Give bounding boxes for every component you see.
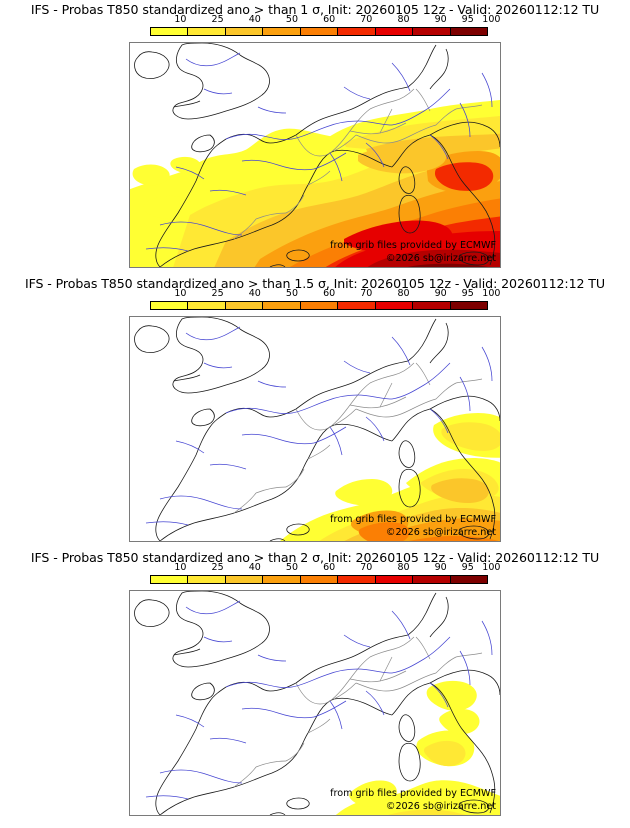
colorbar-tick: 10 — [174, 14, 187, 25]
colorbar-swatch — [450, 576, 487, 583]
colorbar-tick: 70 — [360, 288, 373, 299]
colorbar-tick: 50 — [285, 14, 298, 25]
colorbar-tick: 90 — [434, 14, 447, 25]
colorbar: 10 25 40 50 60 70 80 90 95 100 — [150, 288, 500, 314]
colorbar-swatch — [450, 302, 487, 309]
colorbar-swatch — [188, 28, 226, 35]
probability-field — [280, 413, 500, 541]
colorbar-swatch — [300, 576, 339, 583]
page-title: IFS - Probas T850 standardized ano > tha… — [30, 550, 600, 565]
colorbar-swatch — [300, 302, 339, 309]
colorbar-tick: 70 — [360, 14, 373, 25]
map-rivers — [145, 600, 493, 800]
colorbar-tick: 90 — [434, 562, 447, 573]
colorbar-tick: 25 — [211, 562, 224, 573]
map-svg — [134, 591, 500, 815]
colorbar-gradient — [150, 575, 488, 584]
colorbar-tick: 95 — [461, 288, 474, 299]
colorbar-swatch — [338, 28, 376, 35]
colorbar-gradient — [150, 27, 488, 36]
colorbar-tick: 70 — [360, 562, 373, 573]
colorbar-tick: 100 — [482, 14, 501, 25]
page-title: IFS - Probas T850 standardized ano > tha… — [24, 276, 606, 291]
map-coastlines — [134, 317, 500, 541]
colorbar-tick: 80 — [397, 14, 410, 25]
page-title: IFS - Probas T850 standardized ano > tha… — [30, 2, 600, 17]
forecast-panel-1sigma: IFS - Probas T850 standardized ano > tha… — [0, 0, 630, 268]
colorbar-swatch — [225, 28, 264, 35]
colorbar-swatch — [300, 28, 339, 35]
colorbar-tick: 95 — [461, 562, 474, 573]
colorbar-tick: 100 — [482, 562, 501, 573]
colorbar-tick: 10 — [174, 562, 187, 573]
colorbar: 10 25 40 50 60 70 80 90 95 100 — [150, 14, 500, 40]
colorbar-swatch — [375, 28, 414, 35]
colorbar-gradient — [150, 301, 488, 310]
colorbar-ticks: 10 25 40 50 60 70 80 90 95 100 — [150, 288, 500, 301]
colorbar-tick: 10 — [174, 288, 187, 299]
colorbar-swatch — [151, 302, 189, 309]
colorbar-swatch — [188, 302, 226, 309]
map-canvas-1p5sigma[interactable]: from grib files provided by ECMWF ©2026 … — [129, 316, 501, 542]
colorbar-tick: 95 — [461, 14, 474, 25]
map-svg — [134, 317, 500, 541]
colorbar-swatch — [263, 576, 301, 583]
colorbar-swatch — [225, 576, 264, 583]
colorbar-tick: 80 — [397, 562, 410, 573]
forecast-panel-2sigma: IFS - Probas T850 standardized ano > tha… — [0, 548, 630, 816]
colorbar-tick: 60 — [323, 288, 336, 299]
panel-header: IFS - Probas T850 standardized ano > tha… — [0, 274, 630, 316]
colorbar-tick: 50 — [285, 288, 298, 299]
forecast-panel-1p5sigma: IFS - Probas T850 standardized ano > tha… — [0, 274, 630, 542]
colorbar-ticks: 10 25 40 50 60 70 80 90 95 100 — [150, 14, 500, 27]
colorbar-tick: 60 — [323, 14, 336, 25]
colorbar-tick: 40 — [248, 562, 261, 573]
colorbar-swatch — [188, 576, 226, 583]
colorbar-tick: 50 — [285, 562, 298, 573]
colorbar-swatch — [151, 28, 189, 35]
map-country-borders — [233, 362, 483, 514]
colorbar: 10 25 40 50 60 70 80 90 95 100 — [150, 562, 500, 588]
probability-field — [130, 99, 500, 267]
map-coastlines — [134, 591, 500, 815]
colorbar-swatch — [225, 302, 264, 309]
map-rivers — [145, 52, 493, 252]
probability-field — [335, 680, 500, 815]
map-canvas-1sigma[interactable]: from grib files provided by ECMWF ©2026 … — [129, 42, 501, 268]
colorbar-ticks: 10 25 40 50 60 70 80 90 95 100 — [150, 562, 500, 575]
colorbar-swatch — [263, 302, 301, 309]
colorbar-tick: 25 — [211, 288, 224, 299]
colorbar-tick: 40 — [248, 288, 261, 299]
map-canvas-2sigma[interactable]: from grib files provided by ECMWF ©2026 … — [129, 590, 501, 816]
colorbar-swatch — [450, 28, 487, 35]
colorbar-tick: 90 — [434, 288, 447, 299]
panel-header: IFS - Probas T850 standardized ano > tha… — [0, 548, 630, 590]
colorbar-tick: 25 — [211, 14, 224, 25]
colorbar-swatch — [338, 576, 376, 583]
colorbar-tick: 100 — [482, 288, 501, 299]
colorbar-tick: 60 — [323, 562, 336, 573]
colorbar-swatch — [151, 576, 189, 583]
panel-header: IFS - Probas T850 standardized ano > tha… — [0, 0, 630, 42]
colorbar-swatch — [338, 302, 376, 309]
colorbar-swatch — [413, 302, 451, 309]
map-country-borders — [233, 636, 483, 788]
colorbar-swatch — [413, 28, 451, 35]
map-rivers — [145, 326, 493, 526]
colorbar-swatch — [263, 28, 301, 35]
colorbar-tick: 40 — [248, 14, 261, 25]
map-country-borders — [233, 88, 483, 240]
colorbar-swatch — [375, 302, 414, 309]
colorbar-tick: 80 — [397, 288, 410, 299]
colorbar-swatch — [375, 576, 414, 583]
map-svg — [130, 43, 500, 267]
colorbar-swatch — [413, 576, 451, 583]
